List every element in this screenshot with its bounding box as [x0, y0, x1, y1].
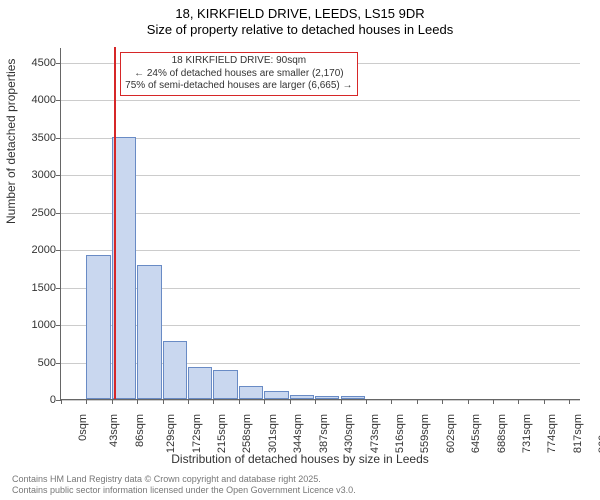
xtick-mark [290, 399, 291, 404]
xtick-label: 258sqm [242, 414, 254, 453]
ytick-mark [56, 325, 61, 326]
xtick-mark [493, 399, 494, 404]
ytick-label: 4500 [6, 57, 56, 69]
xtick-label: 731sqm [521, 414, 533, 453]
footer-line1: Contains HM Land Registry data © Crown c… [12, 474, 356, 485]
ytick-label: 3000 [6, 169, 56, 181]
xtick-label: 688sqm [496, 414, 508, 453]
xtick-mark [137, 399, 138, 404]
histogram-bar [137, 265, 161, 399]
xtick-label: 430sqm [343, 414, 355, 453]
ytick-mark [56, 288, 61, 289]
chart-plot-area: 18 KIRKFIELD DRIVE: 90sqm← 24% of detach… [60, 48, 580, 400]
chart-title-line2: Size of property relative to detached ho… [0, 22, 600, 37]
footer-attribution: Contains HM Land Registry data © Crown c… [12, 474, 356, 496]
ytick-mark [56, 213, 61, 214]
xtick-mark [391, 399, 392, 404]
xtick-label: 602sqm [445, 414, 457, 453]
property-annotation: 18 KIRKFIELD DRIVE: 90sqm← 24% of detach… [120, 52, 357, 96]
xtick-mark [544, 399, 545, 404]
gridline [61, 400, 580, 401]
xtick-label: 301sqm [267, 414, 279, 453]
annotation-line: ← 24% of detached houses are smaller (2,… [125, 68, 352, 81]
histogram-bar [188, 367, 212, 399]
histogram-bar [86, 255, 110, 399]
xtick-mark [417, 399, 418, 404]
xtick-label: 344sqm [292, 414, 304, 453]
xtick-label: 817sqm [572, 414, 584, 453]
annotation-line: 75% of semi-detached houses are larger (… [125, 80, 352, 93]
xtick-label: 129sqm [165, 414, 177, 453]
xtick-label: 86sqm [134, 414, 146, 447]
footer-line2: Contains public sector information licen… [12, 485, 356, 496]
ytick-label: 2000 [6, 244, 56, 256]
ytick-label: 2500 [6, 207, 56, 219]
xtick-mark [86, 399, 87, 404]
ytick-mark [56, 250, 61, 251]
chart-title-block: 18, KIRKFIELD DRIVE, LEEDS, LS15 9DR Siz… [0, 0, 600, 37]
property-marker-line [114, 47, 116, 399]
xtick-mark [341, 399, 342, 404]
ytick-label: 500 [6, 357, 56, 369]
xtick-mark [163, 399, 164, 404]
xtick-label: 516sqm [394, 414, 406, 453]
ytick-label: 1500 [6, 282, 56, 294]
xtick-label: 215sqm [216, 414, 228, 453]
xtick-label: 559sqm [419, 414, 431, 453]
annotation-line: 18 KIRKFIELD DRIVE: 90sqm [125, 55, 352, 68]
ytick-label: 3500 [6, 132, 56, 144]
xtick-mark [239, 399, 240, 404]
gridline [61, 100, 580, 101]
xtick-label: 774sqm [547, 414, 559, 453]
chart-title-line1: 18, KIRKFIELD DRIVE, LEEDS, LS15 9DR [0, 6, 600, 21]
ytick-mark [56, 63, 61, 64]
xtick-mark [315, 399, 316, 404]
xtick-label: 387sqm [318, 414, 330, 453]
ytick-label: 4000 [6, 94, 56, 106]
ytick-label: 1000 [6, 319, 56, 331]
xtick-mark [569, 399, 570, 404]
histogram-bar [163, 341, 187, 399]
histogram-bar [341, 396, 365, 399]
gridline [61, 250, 580, 251]
histogram-bar [290, 395, 314, 399]
histogram-bar [315, 396, 339, 399]
xtick-mark [366, 399, 367, 404]
x-axis-label: Distribution of detached houses by size … [0, 452, 600, 466]
xtick-label: 645sqm [470, 414, 482, 453]
xtick-label: 172sqm [191, 414, 203, 453]
xtick-mark [442, 399, 443, 404]
gridline [61, 213, 580, 214]
gridline [61, 138, 580, 139]
ytick-label: 0 [6, 394, 56, 406]
ytick-mark [56, 138, 61, 139]
ytick-mark [56, 175, 61, 176]
xtick-mark [61, 399, 62, 404]
xtick-mark [518, 399, 519, 404]
gridline [61, 175, 580, 176]
histogram-bar [239, 386, 263, 399]
xtick-label: 0sqm [77, 414, 89, 441]
xtick-label: 43sqm [108, 414, 120, 447]
histogram-bar [213, 370, 237, 399]
xtick-mark [468, 399, 469, 404]
ytick-mark [56, 363, 61, 364]
xtick-mark [264, 399, 265, 404]
xtick-mark [112, 399, 113, 404]
ytick-mark [56, 100, 61, 101]
xtick-mark [188, 399, 189, 404]
xtick-mark [213, 399, 214, 404]
xtick-label: 473sqm [369, 414, 381, 453]
histogram-bar [264, 391, 288, 399]
